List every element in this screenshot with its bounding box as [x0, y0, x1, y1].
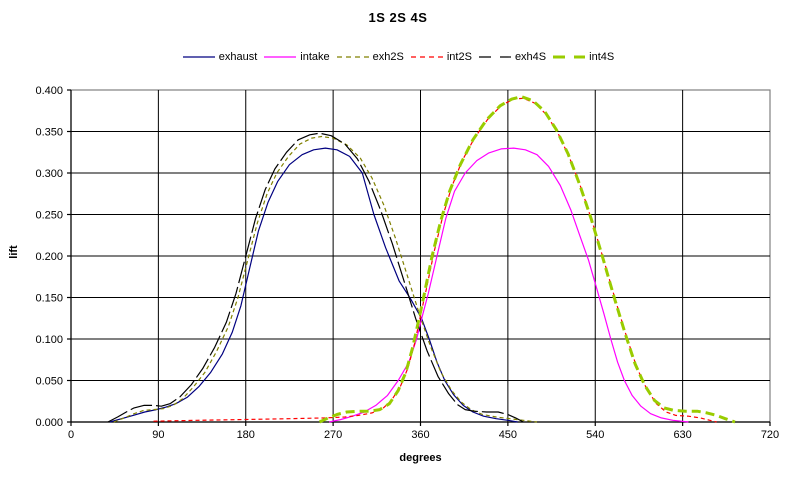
series-int2S [153, 97, 717, 423]
legend-label: exh2S [372, 51, 404, 63]
x-tick-label: 270 [324, 429, 342, 441]
series-exh2S [113, 135, 538, 423]
legend-label: exh4S [514, 51, 547, 63]
y-tick-label: 0.150 [35, 293, 63, 305]
legend-line-sample [264, 56, 297, 58]
series-exh4S [107, 132, 524, 423]
legend-label: intake [300, 51, 330, 63]
legend-item-exh2S: exh2S [336, 51, 404, 63]
legend-item-int2S: int2S [410, 51, 472, 63]
x-tick-label: 540 [586, 429, 604, 441]
y-tick-label: 0.400 [35, 85, 63, 97]
series-intake [329, 147, 689, 423]
x-tick-label: 360 [411, 429, 429, 441]
y-axis-title: lift [8, 245, 20, 259]
x-tick-label: 630 [673, 429, 691, 441]
x-tick-label: 0 [68, 429, 74, 441]
x-tick-label: 720 [761, 429, 779, 441]
legend-item-exh4S: exh4S [478, 51, 546, 63]
legend-line-sample [182, 56, 215, 58]
legend-label: exhaust [218, 51, 258, 63]
y-tick-label: 0.300 [35, 168, 63, 180]
y-tick-label: 0.200 [35, 251, 63, 263]
x-tick-label: 90 [152, 429, 164, 441]
chart-title: 1S 2S 4S [368, 10, 428, 25]
legend: exhaust intake exh2S int2S exh4S int4S [0, 51, 796, 63]
y-tick-label: 0.050 [35, 376, 63, 388]
legend-label: int2S [446, 51, 472, 63]
legend-item-intake: intake [263, 51, 330, 63]
x-tick-label: 180 [237, 429, 255, 441]
legend-label: int4S [589, 51, 615, 63]
legend-item-int4S: int4S [552, 51, 614, 63]
x-axis-title: degrees [399, 452, 442, 464]
legend-line-sample [478, 56, 511, 58]
series-exhaust [109, 147, 518, 423]
y-tick-label: 0.350 [35, 127, 63, 139]
series-int4S [318, 95, 736, 424]
x-tick-label: 450 [499, 429, 517, 441]
legend-item-exhaust: exhaust [182, 51, 258, 63]
y-tick-label: 0.000 [35, 417, 63, 429]
legend-line-sample [553, 55, 586, 59]
y-tick-label: 0.250 [35, 210, 63, 222]
y-tick-label: 0.100 [35, 334, 63, 346]
